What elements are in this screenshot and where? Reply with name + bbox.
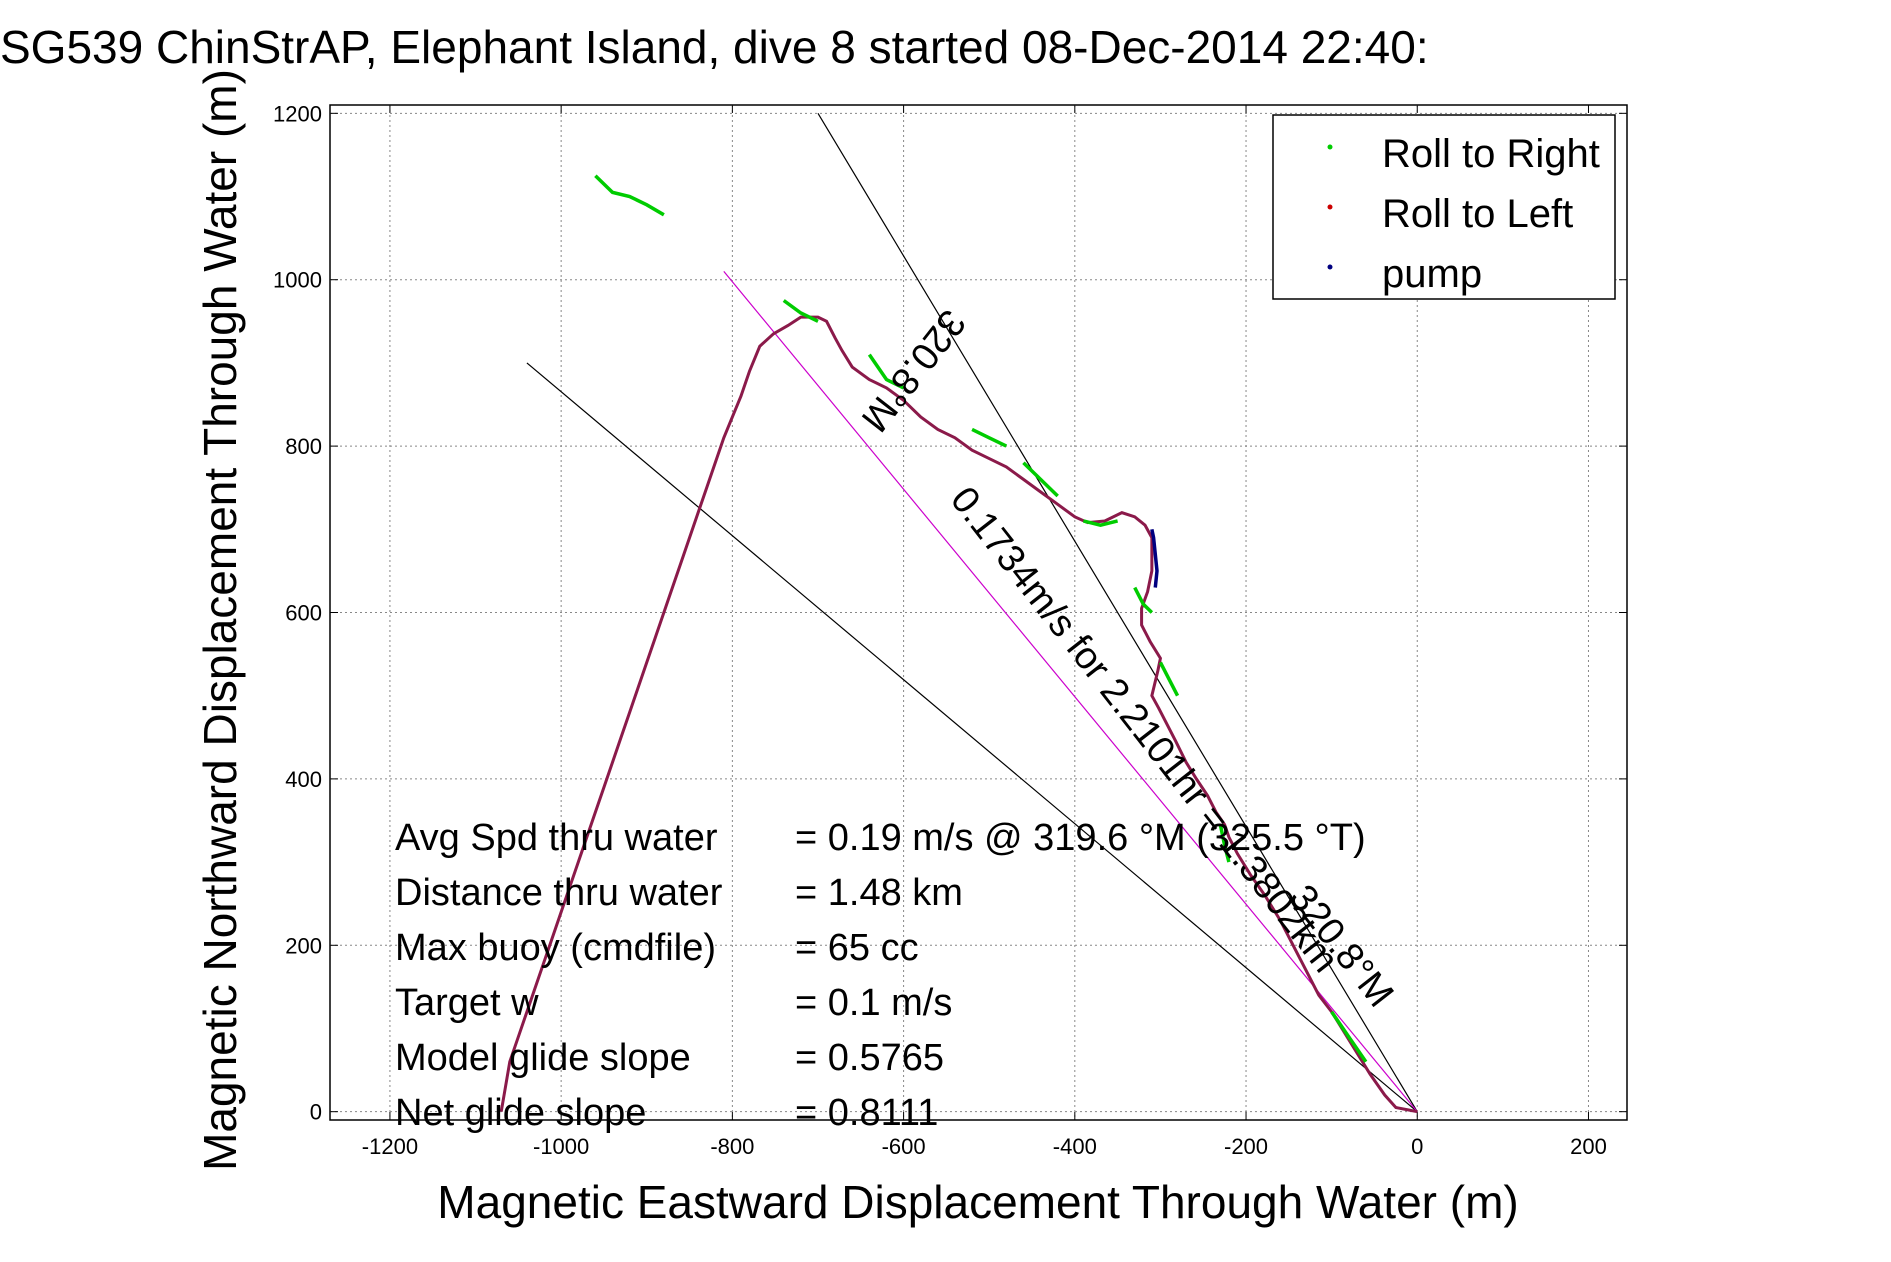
x-tick-label: 0: [1411, 1134, 1423, 1159]
x-tick-label: -1200: [362, 1134, 418, 1159]
x-axis-label: Magnetic Eastward Displacement Through W…: [437, 1176, 1518, 1228]
stat-value: = 1.48 km: [795, 872, 963, 914]
x-tick-label: -600: [882, 1134, 926, 1159]
roll-right-segment: [594, 174, 665, 217]
roll-right-segment: [1158, 661, 1180, 697]
legend-label: pump: [1382, 252, 1482, 296]
roll-right-segment: [782, 299, 819, 323]
y-tick-label: 200: [285, 933, 322, 958]
roll-right-segment: [867, 353, 905, 390]
legend: Roll to Right Roll to Left pump: [1272, 114, 1616, 300]
roll-right-segment: [971, 427, 1008, 448]
x-tick-label: -1000: [533, 1134, 589, 1159]
reference-line: [817, 113, 1418, 1112]
pump-segment: [1150, 528, 1159, 588]
stat-label: Target w: [395, 982, 539, 1024]
reference-lines: [526, 113, 1418, 1113]
stat-label: Model glide slope: [395, 1037, 691, 1079]
x-tick-label: 200: [1570, 1134, 1607, 1159]
stat-value: = 65 cc: [795, 927, 919, 969]
y-tick-label: 1200: [273, 101, 322, 126]
axis-ticks: -1200 -1000 -800 -600 -400 -200 0 200 0 200 400 600…: [273, 101, 1627, 1159]
y-tick-label: 600: [285, 601, 322, 626]
roll-right-segment: [1022, 461, 1059, 498]
stat-label: Avg Spd thru water: [395, 817, 718, 859]
stat-label: Max buoy (cmdfile): [395, 927, 716, 969]
y-tick-label: 400: [285, 767, 322, 792]
stat-value: = 0.8111: [795, 1092, 938, 1134]
x-tick-label: -200: [1224, 1134, 1268, 1159]
y-tick-label: 1000: [273, 268, 322, 293]
roll-right-segment: [1133, 586, 1154, 614]
legend-label: Roll to Left: [1382, 192, 1573, 236]
chart-title: SG539 ChinStrAP, Elephant Island, dive 8…: [0, 21, 1429, 73]
legend-marker: [1327, 204, 1333, 210]
heading-annotation: 320.8°M: [853, 301, 973, 439]
stat-value: = 0.19 m/s @ 319.6 °M (325.5 °T): [795, 817, 1366, 859]
track-line: [499, 315, 1418, 1114]
legend-marker: [1327, 264, 1333, 270]
x-tick-label: -400: [1053, 1134, 1097, 1159]
x-tick-label: -800: [710, 1134, 754, 1159]
track: [499, 174, 1418, 1114]
stat-value: = 0.5765: [795, 1037, 944, 1079]
reference-line: [723, 271, 1418, 1113]
reference-line: [526, 362, 1418, 1113]
y-axis-label: Magnetic Northward Displacement Through …: [194, 69, 246, 1171]
legend-label: Roll to Right: [1382, 132, 1600, 176]
roll-right-segment: [1330, 1010, 1368, 1063]
y-tick-label: 800: [285, 434, 322, 459]
roll-right-segment: [1082, 519, 1119, 527]
roll-right-segment: [1218, 824, 1231, 863]
y-tick-label: 0: [310, 1100, 322, 1125]
legend-marker: [1327, 144, 1333, 150]
stat-label: Net glide slope: [395, 1092, 646, 1134]
stats-block: Avg Spd thru water = 0.19 m/s @ 319.6 °M …: [395, 817, 1366, 1134]
stat-value: = 0.1 m/s: [795, 982, 952, 1024]
stat-label: Distance thru water: [395, 872, 723, 914]
